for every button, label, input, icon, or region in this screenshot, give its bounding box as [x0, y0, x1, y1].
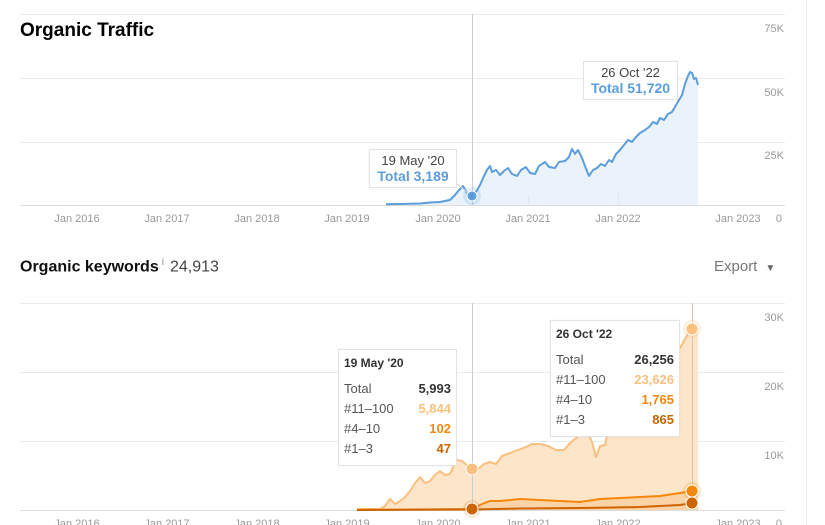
tooltip-row-total: Total 5,993: [344, 381, 451, 396]
traffic-line: [385, 71, 699, 206]
info-icon[interactable]: i: [161, 257, 164, 268]
svg-text:Jan 2023: Jan 2023: [715, 518, 760, 525]
tooltip-row-4-10: #4–10 1,765: [556, 392, 674, 407]
svg-text:Jan 2018: Jan 2018: [234, 213, 279, 225]
tooltip-row-total: Total 26,256: [556, 352, 674, 367]
tooltip-date: 19 May '20: [344, 356, 404, 370]
svg-text:Jan 2017: Jan 2017: [144, 518, 189, 525]
svg-text:Jan 2018: Jan 2018: [234, 518, 279, 525]
traffic-x-axis: Jan 2016 Jan 2017 Jan 2018 Jan 2019 Jan …: [54, 213, 760, 225]
organic-keywords-title: Organic keywords: [20, 258, 159, 276]
svg-text:Jan 2017: Jan 2017: [144, 213, 189, 225]
tooltip-row-4-10: #4–10 102: [344, 421, 451, 436]
kw-y-axis: 30K 20K 10K 0: [764, 312, 784, 525]
kw-4-10-line: [356, 490, 693, 511]
traffic-area-fill: [386, 73, 698, 205]
export-label: Export: [714, 258, 758, 275]
svg-text:30K: 30K: [764, 312, 784, 324]
svg-text:Jan 2020: Jan 2020: [415, 213, 460, 225]
svg-text:50K: 50K: [764, 87, 784, 99]
kw-11-100-area: [357, 327, 698, 510]
tooltip-date: 19 May '20: [381, 153, 445, 168]
traffic-tooltip-start: 19 May '20 Total 3,189: [369, 149, 457, 188]
kw-x-axis: Jan 2016 Jan 2017 Jan 2018 Jan 2019 Jan …: [54, 518, 760, 525]
kw-tooltip-start: 19 May '20 Total 5,993 #11–100 5,844 #4–…: [338, 349, 457, 466]
tooltip-total: Total 51,720: [590, 80, 671, 96]
tooltip-date: 26 Oct '22: [601, 65, 660, 80]
chevron-down-icon: ▼: [765, 263, 776, 274]
svg-text:Jan 2022: Jan 2022: [595, 518, 640, 525]
tooltip-row-11-100: #11–100 23,626: [556, 372, 674, 387]
organic-keywords-count: 24,913: [169, 258, 219, 276]
tooltip-row-1-3: #1–3 865: [556, 412, 674, 427]
svg-text:Jan 2023: Jan 2023: [715, 213, 760, 225]
organic-traffic-title: Organic Traffic: [20, 20, 155, 41]
svg-text:Jan 2020: Jan 2020: [415, 518, 460, 525]
organic-traffic-chart[interactable]: 75K 50K 25K 0 Jan 2016 Jan 2017 Jan 2018…: [0, 0, 825, 235]
panel-divider: [806, 0, 807, 525]
tooltip-date: 26 Oct '22: [556, 327, 613, 341]
kw-1-3-point-start: [465, 502, 479, 516]
svg-text:10K: 10K: [764, 450, 784, 462]
svg-text:25K: 25K: [764, 150, 784, 162]
traffic-tooltip-end: 26 Oct '22 Total 51,720: [583, 61, 678, 100]
traffic-highlight-point: [466, 190, 478, 202]
kw-11-100-point-start: [465, 462, 479, 476]
svg-text:75K: 75K: [764, 23, 784, 35]
kw-4-10-point-end: [685, 484, 699, 498]
kw-tooltip-end: 26 Oct '22 Total 26,256 #11–100 23,626 #…: [550, 320, 680, 437]
organic-keywords-header: Organic keywords i 24,913: [20, 257, 219, 276]
tooltip-row-1-3: #1–3 47: [344, 441, 451, 456]
svg-text:0: 0: [776, 518, 782, 525]
export-button[interactable]: Export ▼: [714, 258, 775, 275]
traffic-y-axis: 75K 50K 25K 0: [764, 23, 784, 225]
svg-text:Jan 2016: Jan 2016: [54, 518, 99, 525]
svg-text:Jan 2019: Jan 2019: [324, 213, 369, 225]
svg-text:Jan 2021: Jan 2021: [505, 213, 550, 225]
svg-text:20K: 20K: [764, 381, 784, 393]
tooltip-row-11-100: #11–100 5,844: [344, 401, 451, 416]
kw-1-3-point-end: [685, 496, 699, 510]
tooltip-total: Total 3,189: [377, 168, 449, 184]
svg-text:Jan 2021: Jan 2021: [505, 518, 550, 525]
kw-4-10-area: [357, 491, 698, 510]
svg-text:Jan 2022: Jan 2022: [595, 213, 640, 225]
svg-text:0: 0: [776, 213, 782, 225]
kw-11-100-point-end: [685, 322, 699, 336]
svg-text:Jan 2016: Jan 2016: [54, 213, 99, 225]
svg-text:Jan 2019: Jan 2019: [324, 518, 369, 525]
